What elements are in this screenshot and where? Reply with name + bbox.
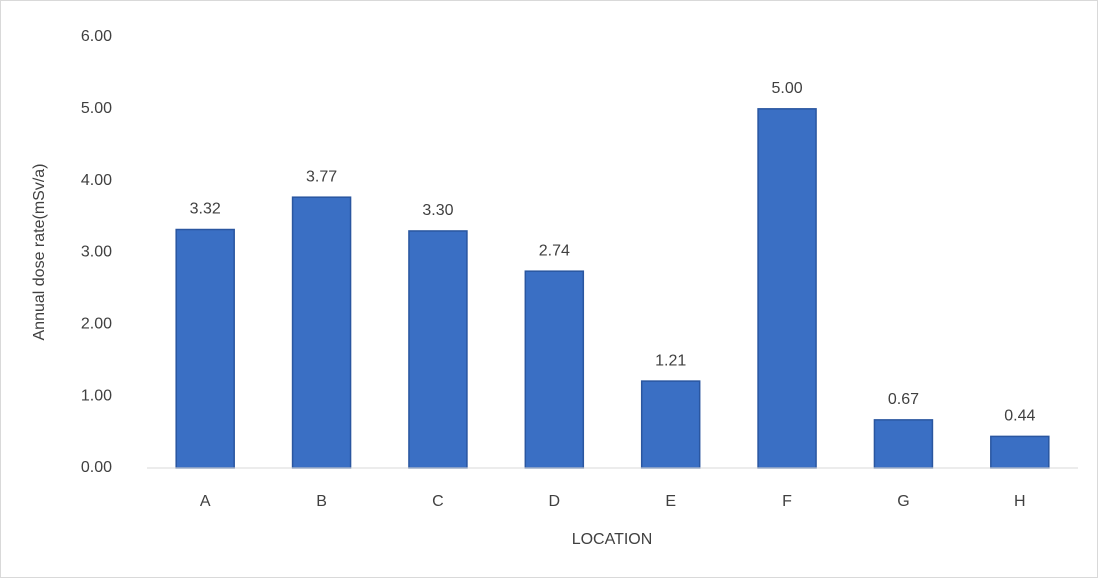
bar <box>757 108 817 469</box>
x-tick-label: E <box>665 493 676 510</box>
x-tick-label: G <box>897 493 909 510</box>
y-tick-label: 3.00 <box>81 244 112 261</box>
x-tick-label: B <box>316 493 327 510</box>
x-axis-label: LOCATION <box>572 531 653 548</box>
data-label: 1.21 <box>655 352 686 369</box>
x-tick-label: A <box>200 493 211 510</box>
x-tick-label: D <box>549 493 561 510</box>
x-tick-label: H <box>1014 493 1026 510</box>
y-tick-label: 5.00 <box>81 100 112 117</box>
y-tick-label: 1.00 <box>81 387 112 404</box>
x-tick-label: C <box>432 493 444 510</box>
y-tick-label: 4.00 <box>81 172 112 189</box>
x-tick-label: F <box>782 493 792 510</box>
y-tick-label: 6.00 <box>81 28 112 45</box>
bar <box>524 270 585 469</box>
data-label: 5.00 <box>771 80 802 97</box>
bar <box>291 196 352 469</box>
bar <box>640 380 701 469</box>
data-label: 3.77 <box>306 168 337 185</box>
bar <box>175 228 235 469</box>
data-label: 3.32 <box>190 201 221 218</box>
bar <box>990 435 1050 469</box>
data-label: 3.30 <box>422 202 453 219</box>
bar <box>873 419 934 469</box>
data-label: 0.44 <box>1004 408 1035 425</box>
bar <box>408 230 468 469</box>
y-tick-label: 2.00 <box>81 316 112 333</box>
y-axis-label: Annual dose rate(mSv/a) <box>31 164 48 341</box>
data-label: 0.67 <box>888 391 919 408</box>
data-label: 2.74 <box>539 242 570 259</box>
y-tick-label: 0.00 <box>81 459 112 476</box>
